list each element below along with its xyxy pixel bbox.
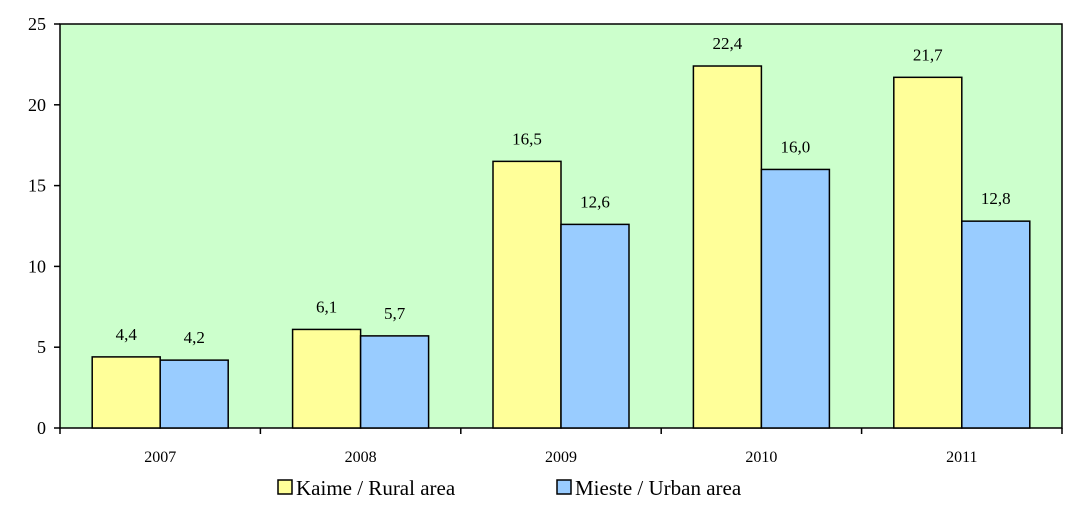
data-label: 6,1 — [316, 297, 337, 316]
x-category-label: 2008 — [345, 449, 377, 466]
bars — [91, 65, 1031, 429]
data-label: 21,7 — [913, 45, 943, 64]
bar-urban — [760, 168, 831, 429]
x-category-label: 2007 — [144, 449, 176, 466]
data-label: 16,0 — [781, 137, 811, 156]
data-label: 22,4 — [713, 34, 743, 53]
legend-swatch — [556, 479, 572, 495]
data-label: 4,4 — [116, 325, 138, 344]
bar-rural — [893, 76, 963, 429]
data-labels: 4,4 4,2 6,1 5,7 16,5 12,6 22,4 16,0 21,7 12,8 — [116, 34, 1011, 347]
x-axis: 2007 2008 2009 2010 2011 — [59, 428, 1063, 466]
data-label: 16,5 — [512, 129, 542, 148]
bar-rural — [91, 356, 161, 429]
y-tick-label: 0 — [37, 418, 46, 438]
legend-swatch — [277, 479, 293, 495]
data-label: 5,7 — [384, 304, 406, 323]
y-axis: 0 5 10 15 20 25 — [28, 14, 60, 438]
x-category-label: 2011 — [946, 449, 977, 466]
legend-label: Kaime / Rural area — [296, 476, 456, 500]
y-tick-label: 15 — [28, 176, 46, 196]
y-tick-label: 10 — [28, 256, 46, 276]
bar-rural — [492, 160, 562, 429]
data-label: 12,6 — [580, 192, 610, 211]
x-category-label: 2010 — [745, 449, 777, 466]
bar-urban — [159, 359, 229, 429]
y-tick-label: 20 — [28, 95, 46, 115]
y-tick-label: 5 — [37, 337, 46, 357]
data-label: 4,2 — [184, 328, 205, 347]
legend: Kaime / Rural area Mieste / Urban area — [277, 476, 742, 500]
bar-urban — [560, 223, 630, 429]
x-category-label: 2009 — [545, 449, 577, 466]
data-label: 12,8 — [981, 189, 1011, 208]
y-tick-label: 25 — [28, 14, 46, 34]
legend-label: Mieste / Urban area — [575, 476, 742, 500]
bar-urban — [359, 335, 430, 429]
bar-rural — [692, 65, 763, 429]
bar-rural — [291, 328, 362, 429]
bar-urban — [961, 220, 1031, 429]
